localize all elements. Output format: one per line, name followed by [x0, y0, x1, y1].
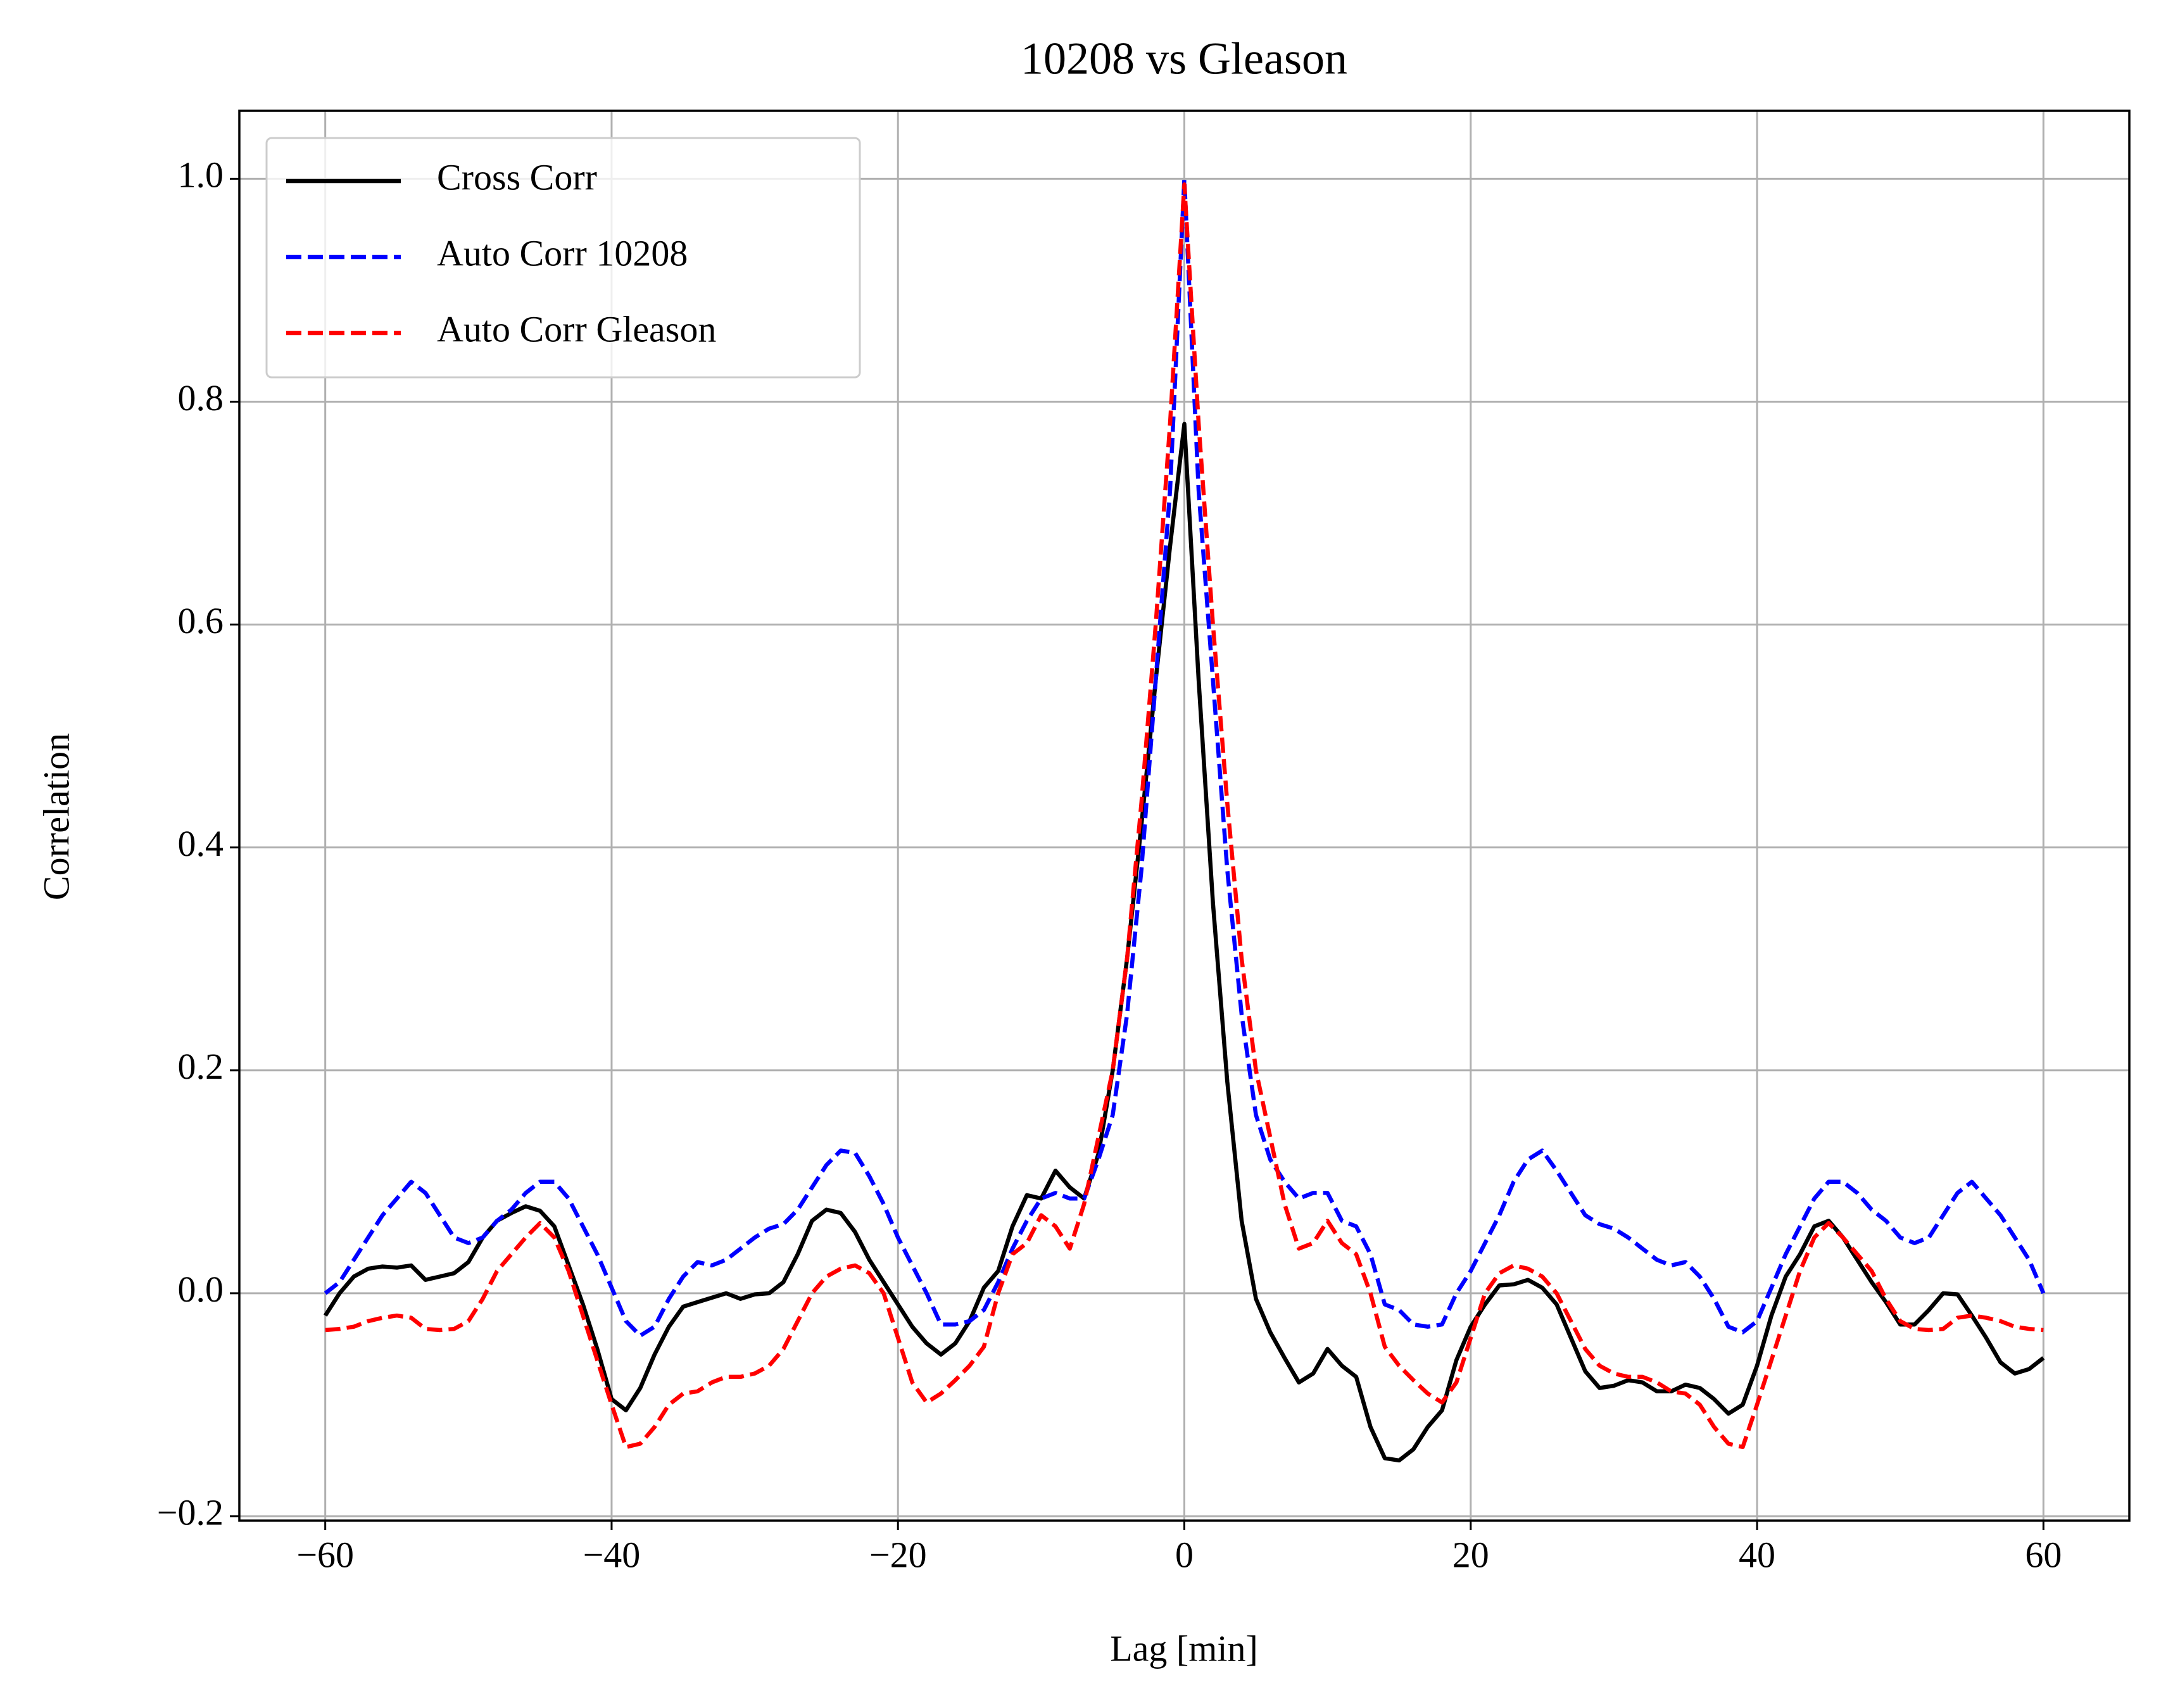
- legend-label: Auto Corr Gleason: [437, 308, 716, 349]
- x-tick-label: −20: [869, 1534, 927, 1575]
- x-tick-label: 60: [2025, 1534, 2062, 1575]
- x-tick-label: −60: [296, 1534, 354, 1575]
- x-tick-label: 40: [1739, 1534, 1775, 1575]
- y-tick-label: 1.0: [178, 154, 224, 196]
- y-tick-label: 0.2: [178, 1046, 224, 1087]
- y-tick-label: −0.2: [157, 1491, 224, 1533]
- legend: Cross Corr Auto Corr 10208 Auto Corr Gleas…: [265, 137, 861, 379]
- y-tick-label: 0.4: [178, 823, 224, 864]
- x-tick-label: −40: [583, 1534, 641, 1575]
- grid: [239, 111, 2129, 1521]
- y-tick-label: 0.8: [178, 377, 224, 418]
- series-line: [324, 177, 2046, 1338]
- x-tick-label: 0: [1175, 1534, 1194, 1575]
- y-axis-label: Correlation: [35, 733, 77, 900]
- x-axis-label: Lag [min]: [1110, 1628, 1258, 1669]
- y-tick-label: 0.6: [178, 600, 224, 641]
- x-tick-label: 20: [1452, 1534, 1489, 1575]
- legend-label: Cross Corr: [437, 156, 597, 198]
- plot-lines: [323, 177, 2046, 1463]
- chart-title: 10208 vs Gleason: [1021, 34, 1347, 84]
- axes: −60 −40 −20 0 20 40 60 −0.2 0.0 0.2 0.4 0.6 0.8 1.0: [157, 110, 2131, 1575]
- plot-frame: [238, 110, 2131, 1522]
- series-line: [325, 182, 2044, 1450]
- legend-label: Auto Corr 10208: [437, 232, 688, 273]
- legend-box: [265, 137, 861, 379]
- y-tick-label: 0.0: [178, 1269, 224, 1310]
